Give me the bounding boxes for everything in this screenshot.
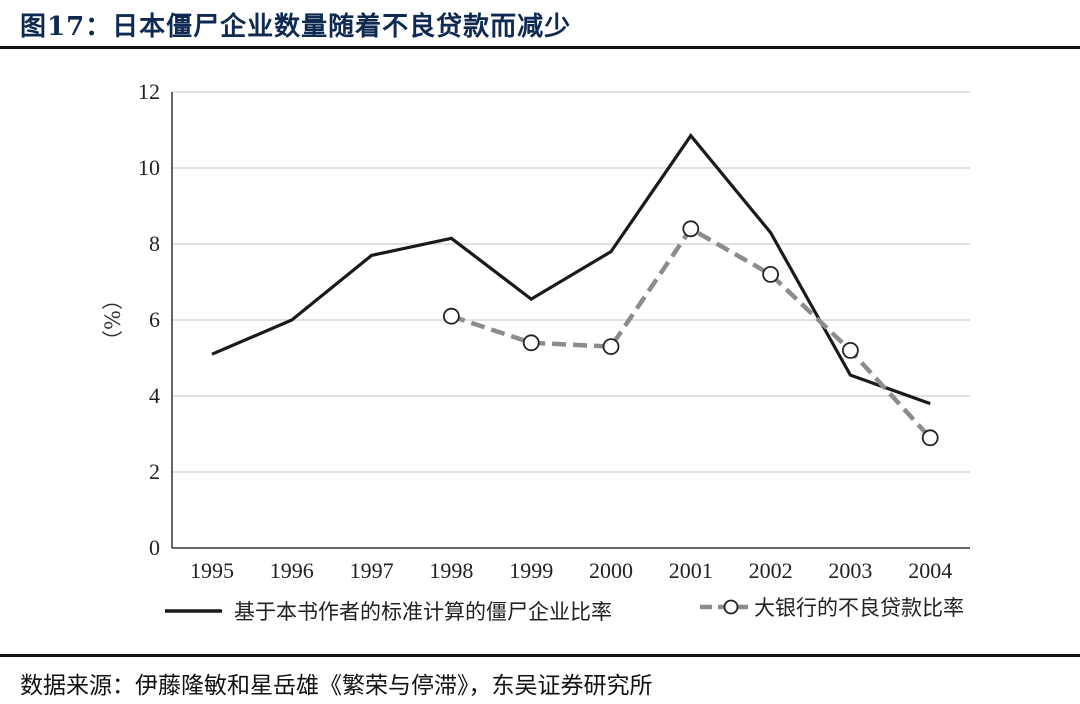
npl-ratio-point	[522, 334, 540, 352]
y-tick-label: 4	[149, 383, 160, 408]
source-rule	[0, 654, 1080, 657]
x-tick-label: 1998	[429, 558, 473, 583]
series-layer	[211, 133, 939, 447]
x-tick-label: 2001	[669, 558, 713, 583]
y-tick-labels: 0 2 4 6 8 10 12	[138, 79, 160, 560]
gridlines	[172, 91, 970, 473]
source-note: 数据来源：伊藤隆敏和星岳雄《繁荣与停滞》，东吴证券研究所	[20, 673, 653, 699]
y-tick-label: 8	[149, 231, 160, 256]
legend-label-series-1: 基于本书作者的标准计算的僵尸企业比率	[234, 600, 612, 624]
legend-circle-marker	[723, 599, 739, 615]
series-line-zombie-ratio	[211, 133, 931, 406]
series-line-npl-ratio	[450, 225, 932, 440]
y-tick-label: 10	[138, 155, 160, 180]
x-tick-label: 2000	[589, 558, 633, 583]
y-tick-label: 0	[149, 535, 160, 560]
legend-label-series-2: 大银行的不良贷款比率	[754, 596, 964, 620]
x-tick-label: 1999	[509, 558, 553, 583]
y-tick-label: 2	[149, 459, 160, 484]
npl-ratio-point	[682, 220, 700, 238]
line-chart: 0 2 4 6 8 10 12 1995 1996 1997 1998 1999 2000 2001 20…	[101, 79, 970, 624]
x-tick-labels: 1995 1996 1997 1998 1999 2000 2001 2002 2003 2004	[190, 558, 952, 583]
legend: 基于本书作者的标准计算的僵尸企业比率 大银行的不良贷款比率	[165, 596, 964, 624]
x-tick-label: 1997	[350, 558, 394, 583]
x-tick-label: 1996	[270, 558, 314, 583]
chart-title: 图17：日本僵尸企业数量随着不良贷款而减少	[20, 12, 572, 42]
y-tick-label: 6	[149, 307, 160, 332]
y-axis-label: （%）	[101, 289, 125, 351]
y-tick-label: 12	[138, 79, 160, 104]
npl-ratio-point	[762, 265, 779, 283]
npl-ratio-point	[842, 341, 859, 359]
npl-ratio-point	[602, 338, 620, 356]
x-tick-label: 2004	[908, 558, 952, 583]
x-tick-label: 2003	[828, 558, 872, 583]
npl-ratio-point	[921, 429, 939, 447]
x-tick-label: 2002	[749, 558, 793, 583]
npl-ratio-point	[442, 307, 460, 325]
x-tick-label: 1995	[190, 558, 234, 583]
title-rule	[0, 46, 1080, 49]
